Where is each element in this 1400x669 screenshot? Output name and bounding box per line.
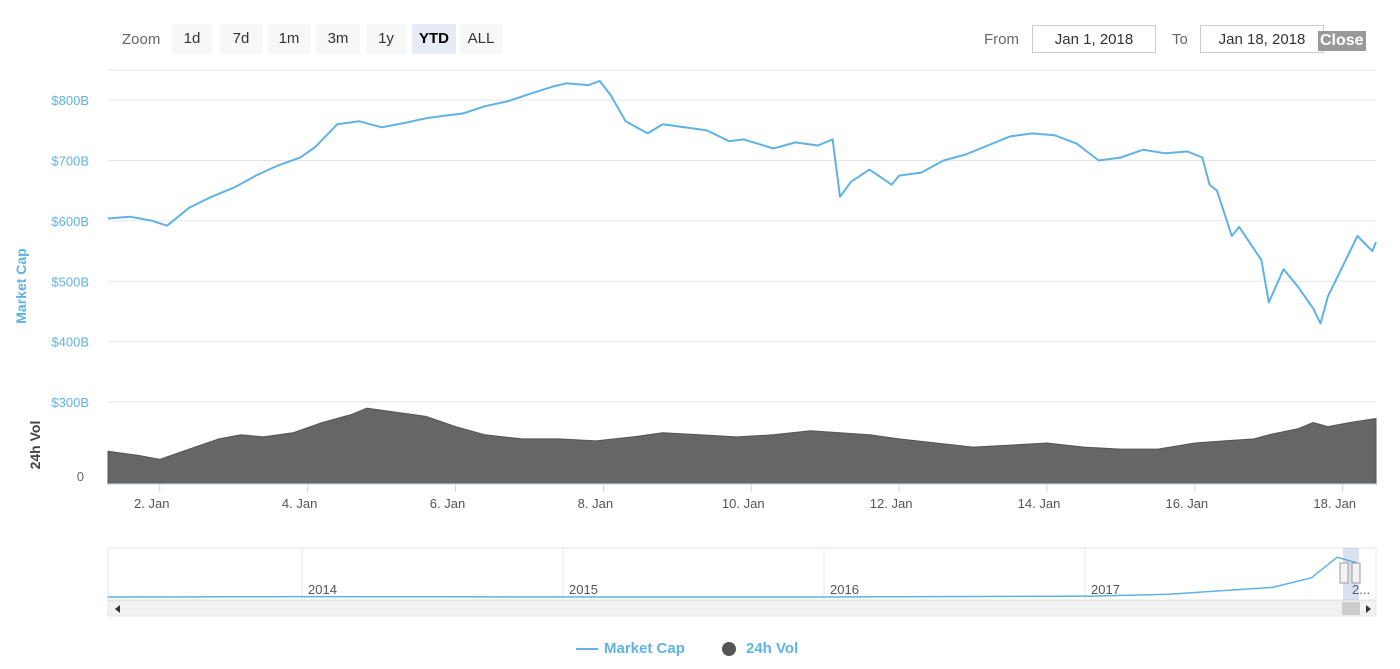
- legend-item-market-cap[interactable]: Market Cap: [576, 640, 685, 657]
- navigator-right-handle: [1351, 562, 1361, 584]
- x-tick-label: 6. Jan: [430, 496, 465, 511]
- y-tick-label: $400B: [51, 335, 89, 350]
- x-tick-label: 14. Jan: [1018, 496, 1061, 511]
- volume-area: [107, 407, 1377, 485]
- range-selector: Zoom 1d 7d 1m 3m 1y YTD ALL From To Clos…: [0, 0, 1400, 70]
- y-tick-label: $700B: [51, 154, 89, 169]
- legend-item-volume[interactable]: 24h Vol: [722, 640, 798, 657]
- to-label: To: [1172, 31, 1188, 48]
- x-tick-label: 18. Jan: [1313, 496, 1356, 511]
- scrollbar-thumb: [1342, 602, 1360, 615]
- navigator-left-handle: [1339, 562, 1349, 584]
- from-label: From: [984, 31, 1019, 48]
- zoom-all-button[interactable]: ALL: [460, 24, 502, 54]
- volume-axis-title: 24h Vol: [27, 421, 43, 470]
- volume-series: [107, 407, 1377, 485]
- market-cap-series: [107, 79, 1377, 325]
- navigator-year-label: 2015: [569, 582, 598, 597]
- zoom-label: Zoom: [122, 31, 161, 48]
- x-tick-label: 4. Jan: [282, 496, 317, 511]
- legend-volume-label: 24h Vol: [746, 640, 799, 657]
- legend: Market Cap 24h Vol: [0, 630, 1400, 666]
- navigator-year-label: 2016: [830, 582, 859, 597]
- from-date-input[interactable]: [1032, 25, 1156, 53]
- zoom-1m-button[interactable]: 1m: [268, 24, 310, 54]
- axes: $800B $700B $600B $500B $400B $300B Market Cap…: [13, 93, 1376, 511]
- to-date-input[interactable]: [1200, 25, 1324, 53]
- x-tick-label: 12. Jan: [870, 496, 913, 511]
- navigator-selection: [1343, 548, 1359, 600]
- scrollbar-track: [107, 600, 1377, 617]
- y-tick-label: $600B: [51, 214, 89, 229]
- x-tick-label: 2. Jan: [134, 496, 169, 511]
- x-tick-label: 10. Jan: [722, 496, 765, 511]
- scroll-right-icon: [1366, 605, 1371, 613]
- navigator-frame: [107, 547, 1377, 601]
- volume-tick-label: 0: [77, 469, 84, 484]
- navigator[interactable]: 2014 2015 2016 2017 2...: [107, 547, 1377, 617]
- line-swatch-icon: [576, 648, 598, 651]
- zoom-7d-button[interactable]: 7d: [220, 24, 262, 54]
- navigator-year-label: 2017: [1091, 582, 1120, 597]
- y-tick-label: $500B: [51, 274, 89, 289]
- market-cap-line: [107, 79, 1377, 325]
- close-button[interactable]: Close: [1318, 31, 1366, 51]
- navigator-year-label: 2...: [1352, 582, 1370, 597]
- x-tick-label: 16. Jan: [1166, 496, 1209, 511]
- y-tick-label: $300B: [51, 395, 89, 410]
- y-tick-label: $800B: [51, 93, 89, 108]
- market-cap-chart: $800B $700B $600B $500B $400B $300B Market Cap…: [13, 69, 1377, 617]
- zoom-1y-button[interactable]: 1y: [366, 24, 406, 54]
- dot-swatch-icon: [722, 642, 736, 657]
- navigator-year-label: 2014: [308, 582, 337, 597]
- legend-market-cap-label: Market Cap: [604, 640, 685, 657]
- zoom-3m-button[interactable]: 3m: [316, 24, 360, 54]
- x-tick-label: 8. Jan: [578, 496, 613, 511]
- scroll-left-icon: [115, 605, 120, 613]
- navigator-line: [107, 556, 1359, 598]
- zoom-1d-button[interactable]: 1d: [172, 24, 212, 54]
- zoom-ytd-button[interactable]: YTD: [412, 24, 456, 54]
- grid: [108, 69, 1376, 403]
- y-axis-title: Market Cap: [13, 248, 29, 323]
